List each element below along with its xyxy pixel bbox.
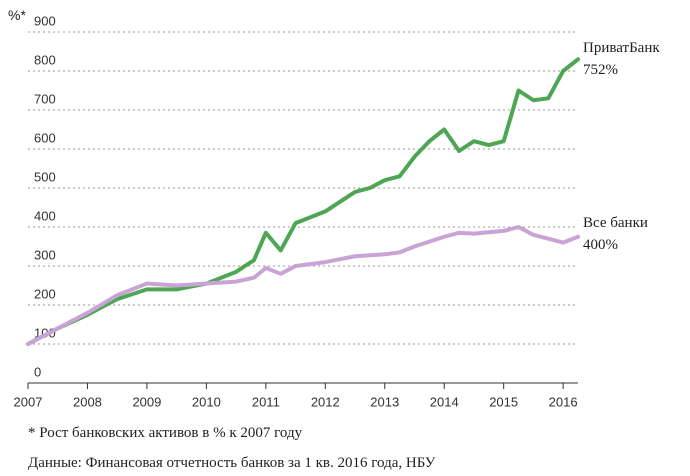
- x-tick-label: 2012: [311, 394, 340, 409]
- x-tick-label: 2010: [192, 394, 221, 409]
- x-tick-label: 2008: [73, 394, 102, 409]
- y-tick-label: 700: [34, 91, 56, 106]
- x-tick-label: 2013: [370, 394, 399, 409]
- series-annotation: 400%: [583, 237, 618, 253]
- y-tick-label: 0: [34, 364, 41, 379]
- x-tick-label: 2016: [549, 394, 578, 409]
- series-label: Все банки: [583, 215, 648, 231]
- y-axis-label: %*: [8, 7, 26, 23]
- y-tick-label: 500: [34, 169, 56, 184]
- y-tick-label: 400: [34, 208, 56, 223]
- x-tick-label: 2007: [14, 394, 43, 409]
- y-tick-label: 600: [34, 130, 56, 145]
- footnote: * Рост банковских активов в % к 2007 год…: [28, 425, 303, 441]
- series-line: [26, 57, 580, 346]
- x-tick-label: 2014: [430, 394, 459, 409]
- x-tick-label: 2011: [252, 394, 280, 409]
- x-tick-label: 2009: [132, 394, 161, 409]
- y-tick-label: 800: [34, 52, 56, 67]
- y-tick-label: 200: [34, 286, 56, 301]
- series-label: ПриватБанк: [583, 40, 660, 56]
- x-tick-label: 2015: [489, 394, 518, 409]
- series-annotation: 752%: [583, 62, 618, 78]
- y-tick-label: 900: [34, 13, 56, 28]
- series-line: [26, 225, 580, 346]
- source: Данные: Финансовая отчетность банков за …: [28, 455, 436, 471]
- y-tick-label: 300: [34, 247, 56, 262]
